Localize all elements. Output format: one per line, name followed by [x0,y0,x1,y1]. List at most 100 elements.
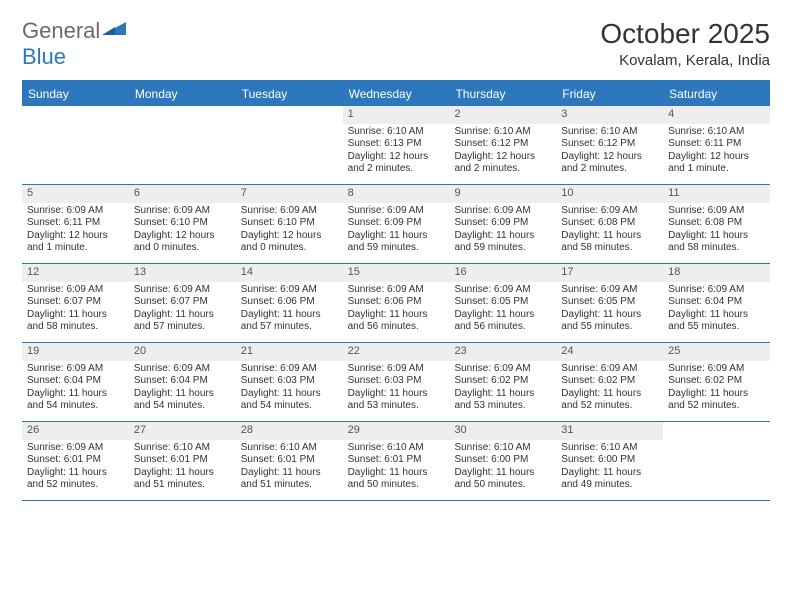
sunset-text: Sunset: 6:04 PM [134,375,231,388]
daylight-text: Daylight: 11 hours and 51 minutes. [134,467,231,492]
day-cell: 31Sunrise: 6:10 AMSunset: 6:00 PMDayligh… [556,422,663,500]
daylight-text: Daylight: 11 hours and 50 minutes. [454,467,551,492]
daylight-text: Daylight: 12 hours and 2 minutes. [348,151,445,176]
daylight-text: Daylight: 12 hours and 2 minutes. [561,151,658,176]
sunrise-text: Sunrise: 6:09 AM [134,205,231,218]
day-number: 8 [343,185,450,203]
day-cell: 16Sunrise: 6:09 AMSunset: 6:05 PMDayligh… [449,264,556,342]
day-details: Sunrise: 6:09 AMSunset: 6:05 PMDaylight:… [556,282,663,338]
day-details: Sunrise: 6:09 AMSunset: 6:10 PMDaylight:… [129,203,236,259]
day-number: 3 [556,106,663,124]
sunset-text: Sunset: 6:06 PM [241,296,338,309]
day-cell: 22Sunrise: 6:09 AMSunset: 6:03 PMDayligh… [343,343,450,421]
logo-text: GeneralBlue [22,18,128,70]
dow-wednesday: Wednesday [343,82,450,106]
sunset-text: Sunset: 6:11 PM [27,217,124,230]
day-details: Sunrise: 6:09 AMSunset: 6:10 PMDaylight:… [236,203,343,259]
day-number: 11 [663,185,770,203]
sunset-text: Sunset: 6:00 PM [454,454,551,467]
header: GeneralBlue October 2025 Kovalam, Kerala… [22,18,770,70]
sunrise-text: Sunrise: 6:09 AM [241,284,338,297]
daylight-text: Daylight: 11 hours and 59 minutes. [348,230,445,255]
daylight-text: Daylight: 11 hours and 55 minutes. [668,309,765,334]
sunset-text: Sunset: 6:04 PM [668,296,765,309]
sunset-text: Sunset: 6:00 PM [561,454,658,467]
day-details: Sunrise: 6:09 AMSunset: 6:07 PMDaylight:… [129,282,236,338]
day-number: 10 [556,185,663,203]
day-details: Sunrise: 6:09 AMSunset: 6:09 PMDaylight:… [343,203,450,259]
day-details: Sunrise: 6:10 AMSunset: 6:12 PMDaylight:… [556,124,663,180]
dow-thursday: Thursday [449,82,556,106]
day-cell [129,106,236,184]
day-number: 9 [449,185,556,203]
day-details: Sunrise: 6:09 AMSunset: 6:09 PMDaylight:… [449,203,556,259]
sunset-text: Sunset: 6:05 PM [454,296,551,309]
daylight-text: Daylight: 11 hours and 50 minutes. [348,467,445,492]
sunset-text: Sunset: 6:08 PM [668,217,765,230]
day-details: Sunrise: 6:10 AMSunset: 6:01 PMDaylight:… [129,440,236,496]
dow-tuesday: Tuesday [236,82,343,106]
day-cell: 6Sunrise: 6:09 AMSunset: 6:10 PMDaylight… [129,185,236,263]
sunrise-text: Sunrise: 6:10 AM [348,442,445,455]
day-number: 27 [129,422,236,440]
day-details: Sunrise: 6:09 AMSunset: 6:04 PMDaylight:… [663,282,770,338]
sunrise-text: Sunrise: 6:09 AM [454,205,551,218]
day-number: 12 [22,264,129,282]
sunrise-text: Sunrise: 6:09 AM [348,363,445,376]
daylight-text: Daylight: 11 hours and 57 minutes. [241,309,338,334]
sunset-text: Sunset: 6:12 PM [454,138,551,151]
daylight-text: Daylight: 11 hours and 58 minutes. [561,230,658,255]
day-cell: 19Sunrise: 6:09 AMSunset: 6:04 PMDayligh… [22,343,129,421]
day-cell: 20Sunrise: 6:09 AMSunset: 6:04 PMDayligh… [129,343,236,421]
day-details: Sunrise: 6:10 AMSunset: 6:01 PMDaylight:… [236,440,343,496]
sunrise-text: Sunrise: 6:09 AM [348,284,445,297]
sunrise-text: Sunrise: 6:09 AM [241,363,338,376]
day-cell: 18Sunrise: 6:09 AMSunset: 6:04 PMDayligh… [663,264,770,342]
day-cell: 7Sunrise: 6:09 AMSunset: 6:10 PMDaylight… [236,185,343,263]
day-cell: 15Sunrise: 6:09 AMSunset: 6:06 PMDayligh… [343,264,450,342]
day-number: 14 [236,264,343,282]
day-details: Sunrise: 6:10 AMSunset: 6:11 PMDaylight:… [663,124,770,180]
daylight-text: Daylight: 11 hours and 55 minutes. [561,309,658,334]
day-details: Sunrise: 6:10 AMSunset: 6:01 PMDaylight:… [343,440,450,496]
sunrise-text: Sunrise: 6:09 AM [561,284,658,297]
day-cell [663,422,770,500]
day-details: Sunrise: 6:10 AMSunset: 6:13 PMDaylight:… [343,124,450,180]
day-cell: 21Sunrise: 6:09 AMSunset: 6:03 PMDayligh… [236,343,343,421]
daylight-text: Daylight: 12 hours and 1 minute. [668,151,765,176]
day-cell: 1Sunrise: 6:10 AMSunset: 6:13 PMDaylight… [343,106,450,184]
daylight-text: Daylight: 12 hours and 0 minutes. [134,230,231,255]
day-details: Sunrise: 6:09 AMSunset: 6:07 PMDaylight:… [22,282,129,338]
daylight-text: Daylight: 11 hours and 59 minutes. [454,230,551,255]
daylight-text: Daylight: 12 hours and 2 minutes. [454,151,551,176]
day-number: 5 [22,185,129,203]
day-cell: 28Sunrise: 6:10 AMSunset: 6:01 PMDayligh… [236,422,343,500]
daylight-text: Daylight: 11 hours and 52 minutes. [27,467,124,492]
sunset-text: Sunset: 6:05 PM [561,296,658,309]
day-number: 23 [449,343,556,361]
sunset-text: Sunset: 6:02 PM [454,375,551,388]
week-row: 26Sunrise: 6:09 AMSunset: 6:01 PMDayligh… [22,422,770,501]
day-cell: 11Sunrise: 6:09 AMSunset: 6:08 PMDayligh… [663,185,770,263]
day-details: Sunrise: 6:09 AMSunset: 6:02 PMDaylight:… [556,361,663,417]
day-cell: 9Sunrise: 6:09 AMSunset: 6:09 PMDaylight… [449,185,556,263]
day-cell: 23Sunrise: 6:09 AMSunset: 6:02 PMDayligh… [449,343,556,421]
daylight-text: Daylight: 11 hours and 54 minutes. [241,388,338,413]
daylight-text: Daylight: 11 hours and 54 minutes. [134,388,231,413]
day-number: 15 [343,264,450,282]
day-details: Sunrise: 6:09 AMSunset: 6:03 PMDaylight:… [236,361,343,417]
logo: GeneralBlue [22,18,128,70]
location: Kovalam, Kerala, India [600,52,770,69]
daylight-text: Daylight: 12 hours and 1 minute. [27,230,124,255]
day-cell: 24Sunrise: 6:09 AMSunset: 6:02 PMDayligh… [556,343,663,421]
day-details: Sunrise: 6:09 AMSunset: 6:02 PMDaylight:… [449,361,556,417]
dow-row: Sunday Monday Tuesday Wednesday Thursday… [22,82,770,106]
week-row: 19Sunrise: 6:09 AMSunset: 6:04 PMDayligh… [22,343,770,422]
day-number: 24 [556,343,663,361]
sunrise-text: Sunrise: 6:10 AM [134,442,231,455]
daylight-text: Daylight: 11 hours and 53 minutes. [454,388,551,413]
day-number: 2 [449,106,556,124]
day-number: 1 [343,106,450,124]
sunrise-text: Sunrise: 6:10 AM [561,126,658,139]
sunrise-text: Sunrise: 6:09 AM [241,205,338,218]
